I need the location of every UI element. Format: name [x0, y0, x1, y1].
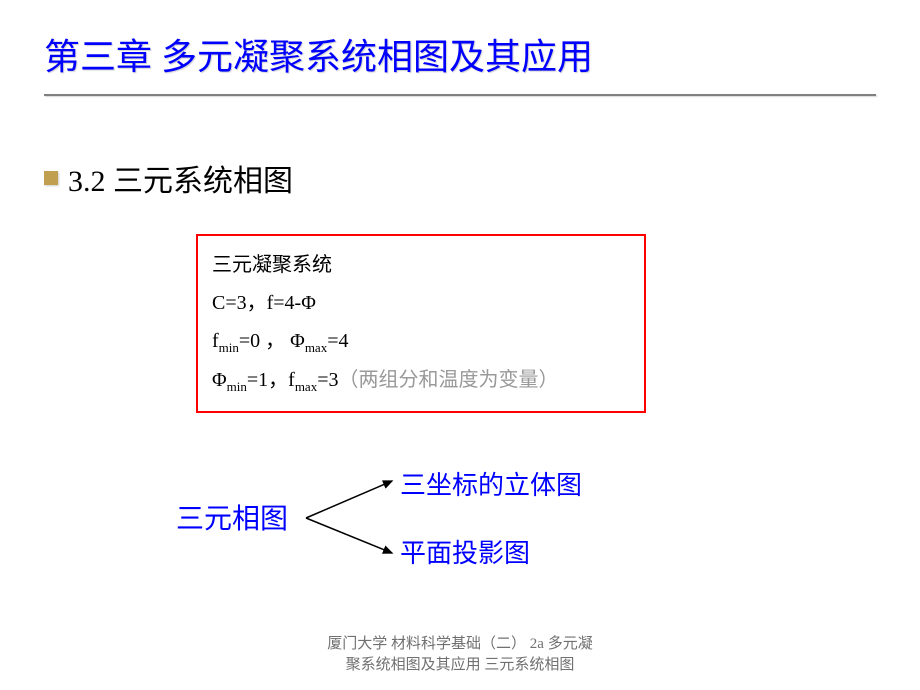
box-line-1: 三元凝聚系统	[212, 246, 630, 284]
title-underline	[44, 94, 876, 96]
l3-a: f	[212, 330, 219, 352]
diagram-root: 三元相图	[176, 497, 288, 537]
l4-sub1: min	[227, 379, 247, 394]
l4-sub2: max	[295, 379, 317, 394]
branch-diagram: 三元相图 三坐标的立体图 平面投影图	[0, 453, 920, 583]
bullet-icon	[44, 171, 58, 185]
box-line-4: Φmin=1，fmax=3（两组分和温度为变量）	[212, 361, 630, 400]
l3-c: =4	[327, 330, 348, 352]
box-line-2: C=3，f=4-Φ	[212, 284, 630, 322]
branch-arrows-icon	[296, 463, 406, 573]
l3-sub1: min	[219, 340, 239, 355]
definition-box: 三元凝聚系统 C=3，f=4-Φ fmin=0 ， Φmax=4 Φmin=1，…	[196, 234, 646, 413]
footer-line-2: 聚系统相图及其应用 三元系统相图	[0, 655, 920, 676]
section-heading: 3.2 三元系统相图	[68, 156, 293, 200]
branch-label-2: 平面投影图	[400, 533, 530, 570]
footer-line-1: 厦门大学 材料科学基础（二） 2a 多元凝	[0, 634, 920, 655]
l3-sub2: max	[305, 340, 327, 355]
l3-b: =0 ， Φ	[239, 330, 305, 352]
page-title: 第三章 多元凝聚系统相图及其应用	[44, 28, 920, 80]
l4-a: Φ	[212, 369, 227, 391]
l4-b: =1，f	[247, 369, 295, 391]
l4-c: =3	[317, 369, 338, 391]
footer: 厦门大学 材料科学基础（二） 2a 多元凝 聚系统相图及其应用 三元系统相图	[0, 634, 920, 676]
box-line-3: fmin=0 ， Φmax=4	[212, 322, 630, 361]
l4-gray: （两组分和温度为变量）	[338, 369, 558, 391]
branch-label-1: 三坐标的立体图	[400, 465, 582, 502]
section-row: 3.2 三元系统相图	[44, 156, 920, 200]
